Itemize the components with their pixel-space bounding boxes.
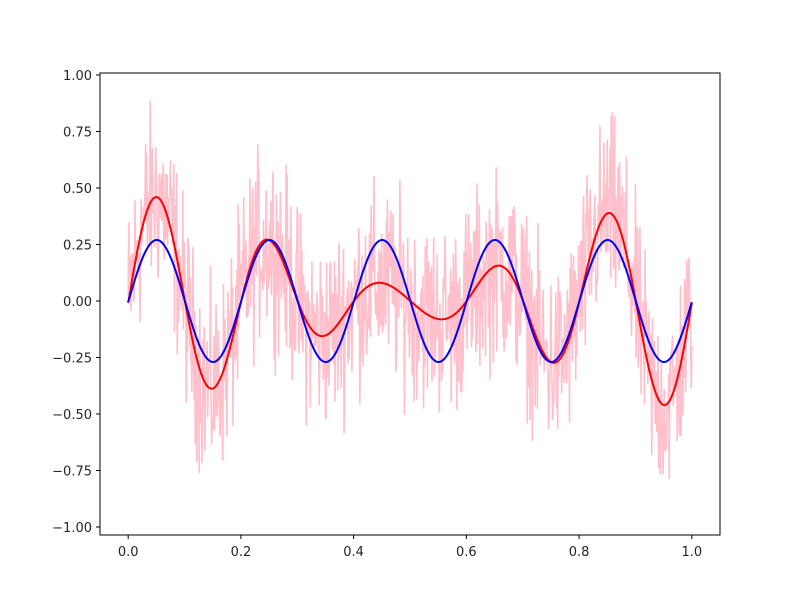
x-axis: 0.0 0.2 0.4 0.6 0.8 1.0 <box>118 535 702 560</box>
y-tick-label: 1.00 <box>63 69 92 84</box>
axes-frame <box>99 72 721 536</box>
x-tick-label: 0.2 <box>231 545 252 560</box>
y-tick-label: −0.75 <box>52 465 92 480</box>
y-tick-label: 0.75 <box>63 126 92 141</box>
y-tick-label: −1.00 <box>52 521 92 536</box>
x-tick-label: 0.4 <box>343 545 364 560</box>
y-tick-label: 0.50 <box>63 182 92 197</box>
y-tick-label: −0.50 <box>52 408 92 423</box>
clean-sine-line <box>127 238 693 364</box>
plot-area <box>127 100 693 480</box>
y-tick-label: 0.25 <box>63 239 92 254</box>
x-tick-label: 0.8 <box>569 545 590 560</box>
y-tick-label: −0.25 <box>52 352 92 367</box>
x-tick-label: 1.0 <box>681 545 702 560</box>
y-tick-label: 0.00 <box>63 295 92 310</box>
x-tick-label: 0.6 <box>456 545 477 560</box>
x-tick-label: 0.0 <box>118 545 139 560</box>
y-axis: −1.00 −0.75 −0.50 −0.25 0.00 0.25 0.50 0.75 1.00 <box>52 69 100 536</box>
